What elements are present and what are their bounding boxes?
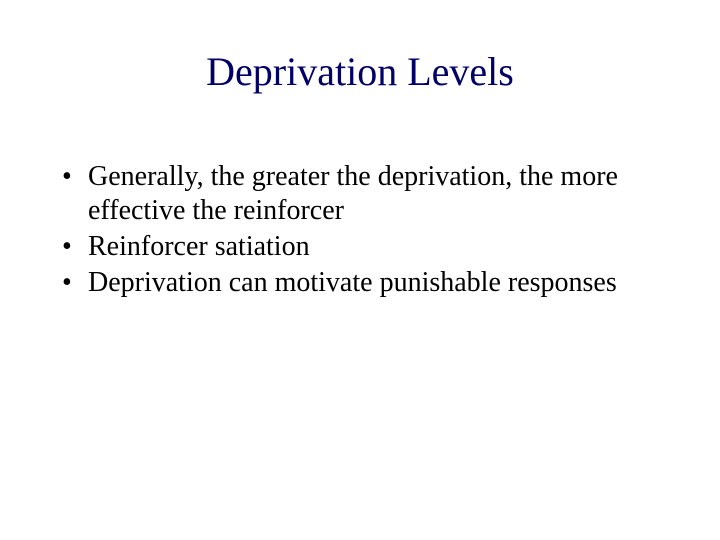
slide: Deprivation Levels Generally, the greate… <box>0 0 720 540</box>
bullet-list: Generally, the greater the deprivation, … <box>58 160 668 300</box>
slide-title: Deprivation Levels <box>0 48 720 95</box>
list-item: Reinforcer satiation <box>58 230 668 264</box>
list-item: Deprivation can motivate punishable resp… <box>58 266 668 300</box>
slide-body: Generally, the greater the deprivation, … <box>58 160 668 302</box>
list-item: Generally, the greater the deprivation, … <box>58 160 668 228</box>
